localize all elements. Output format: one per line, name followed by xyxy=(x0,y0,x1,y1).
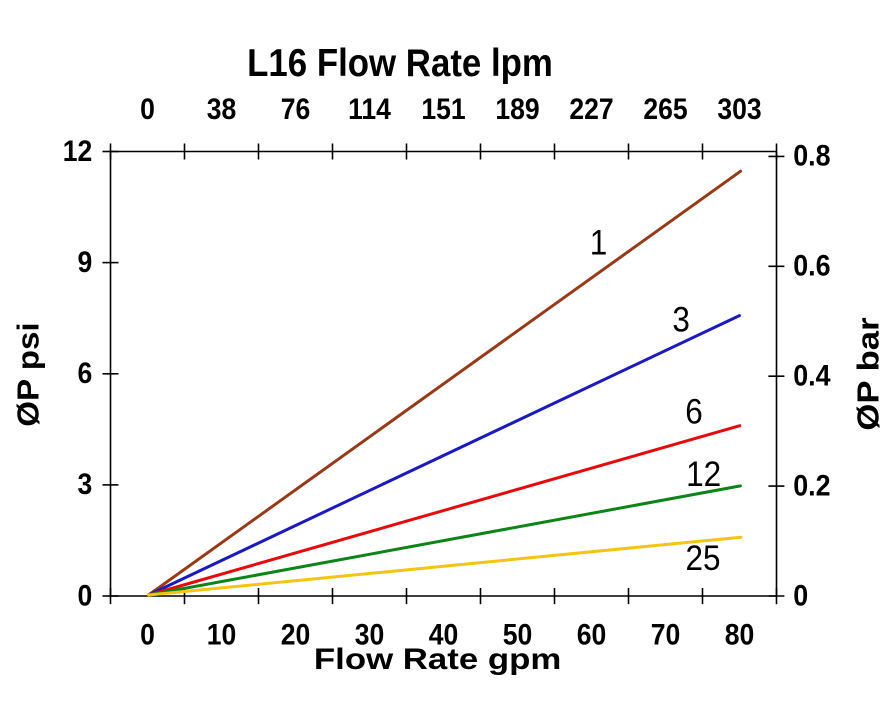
svg-text:0: 0 xyxy=(140,618,155,651)
svg-text:0.8: 0.8 xyxy=(793,139,830,172)
svg-text:38: 38 xyxy=(207,93,237,126)
svg-text:ØP bar: ØP bar xyxy=(850,317,885,430)
svg-text:3: 3 xyxy=(78,468,93,501)
svg-text:114: 114 xyxy=(348,93,391,126)
svg-text:60: 60 xyxy=(577,618,607,651)
svg-text:L16 Flow Rate lpm: L16 Flow Rate lpm xyxy=(247,41,553,84)
svg-text:30: 30 xyxy=(355,618,385,651)
svg-text:76: 76 xyxy=(281,93,311,126)
svg-text:Flow Rate gpm: Flow Rate gpm xyxy=(314,642,561,675)
svg-text:227: 227 xyxy=(569,93,613,126)
svg-text:0.2: 0.2 xyxy=(793,468,830,501)
svg-text:265: 265 xyxy=(643,93,687,126)
svg-text:40: 40 xyxy=(429,618,459,651)
svg-text:151: 151 xyxy=(421,93,465,126)
svg-text:1: 1 xyxy=(590,224,608,263)
svg-text:6: 6 xyxy=(78,357,93,390)
svg-text:0: 0 xyxy=(140,93,155,126)
svg-text:3: 3 xyxy=(672,301,690,340)
svg-text:20: 20 xyxy=(281,618,311,651)
svg-text:303: 303 xyxy=(717,93,761,126)
svg-text:ØP psi: ØP psi xyxy=(11,322,46,426)
svg-text:189: 189 xyxy=(495,93,539,126)
svg-text:10: 10 xyxy=(207,618,237,651)
svg-text:25: 25 xyxy=(685,540,720,579)
svg-text:9: 9 xyxy=(78,246,93,279)
svg-text:0: 0 xyxy=(793,578,808,611)
svg-text:6: 6 xyxy=(685,393,703,432)
svg-text:0.4: 0.4 xyxy=(793,358,831,391)
svg-text:50: 50 xyxy=(503,618,533,651)
svg-text:0: 0 xyxy=(78,579,93,612)
svg-text:12: 12 xyxy=(63,135,93,168)
svg-text:12: 12 xyxy=(686,455,721,494)
svg-text:70: 70 xyxy=(651,618,681,651)
svg-text:80: 80 xyxy=(725,618,755,651)
svg-text:0.6: 0.6 xyxy=(793,248,830,281)
